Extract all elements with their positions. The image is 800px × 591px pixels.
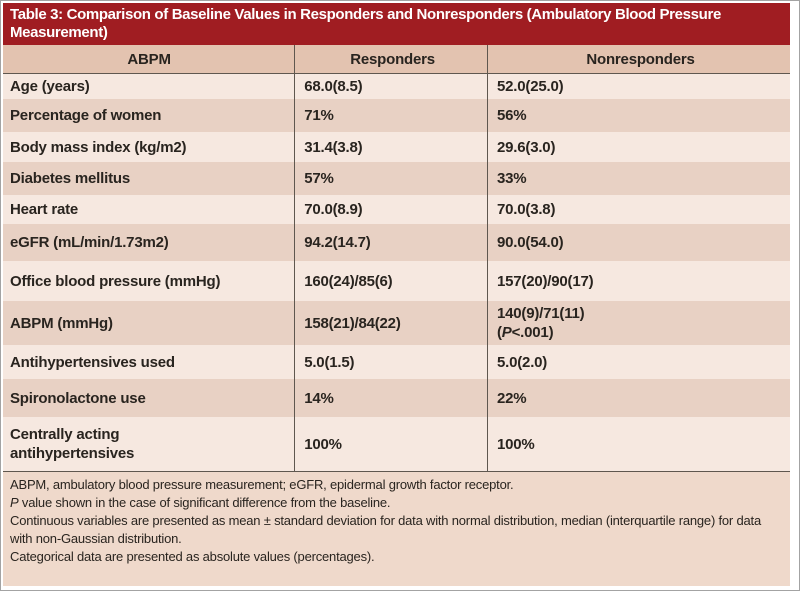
- row-value-responders: 100%: [294, 417, 487, 471]
- row-value-responders: 57%: [294, 162, 487, 195]
- row-label: Office blood pressure (mmHg): [10, 272, 221, 290]
- table-card: Table 3: Comparison of Baseline Values i…: [3, 3, 790, 586]
- footnote-pvalue: P value shown in the case of significant…: [10, 495, 391, 510]
- row-value-responders: 14%: [294, 379, 487, 417]
- row-value-nonresponders: 5.0(2.0): [487, 345, 790, 379]
- table-footnotes: ABPM, ambulatory blood pressure measurem…: [3, 471, 790, 586]
- row-value-nonresponders: 140(9)/71(11) (P<.001): [487, 301, 790, 345]
- table-row-office-bp: Office blood pressure (mmHg) 160(24)/85(…: [3, 261, 790, 301]
- table-header-row: ABPM Responders Nonresponders: [3, 45, 790, 74]
- row-value-responders: 71%: [294, 99, 487, 132]
- column-header-responders: Responders: [294, 45, 487, 73]
- table-row-age: Age (years) 68.0(8.5) 52.0(25.0): [3, 74, 790, 99]
- column-header-abpm: ABPM: [127, 50, 171, 68]
- table-row-spironolactone: Spironolactone use 14% 22%: [3, 379, 790, 417]
- table-row-antihypertensives-used: Antihypertensives used 5.0(1.5) 5.0(2.0): [3, 345, 790, 379]
- row-label: Diabetes mellitus: [10, 170, 130, 187]
- footnote-categorical-data: Categorical data are presented as absolu…: [10, 549, 375, 564]
- row-value-responders: 70.0(8.9): [294, 195, 487, 224]
- row-value-responders: 31.4(3.8): [294, 132, 487, 162]
- row-value-responders: 158(21)/84(22): [294, 301, 487, 345]
- table-row-bmi: Body mass index (kg/m2) 31.4(3.8) 29.6(3…: [3, 132, 790, 162]
- row-value-responders: 94.2(14.7): [294, 224, 487, 261]
- row-value-nonresponders: 157(20)/90(17): [487, 261, 790, 301]
- row-value-responders: 160(24)/85(6): [294, 261, 487, 301]
- row-label: ABPM (mmHg): [10, 314, 113, 332]
- table-title: Table 3: Comparison of Baseline Values i…: [10, 6, 721, 41]
- row-label: Age (years): [10, 78, 90, 95]
- table-row-egfr: eGFR (mL/min/1.73m2) 94.2(14.7) 90.0(54.…: [3, 224, 790, 261]
- row-value-nonresponders: 29.6(3.0): [487, 132, 790, 162]
- table-title-bar: Table 3: Comparison of Baseline Values i…: [3, 3, 790, 45]
- row-value-nonresponders: 33%: [487, 162, 790, 195]
- row-value-nonresponders: 22%: [487, 379, 790, 417]
- table-row-abpm: ABPM (mmHg) 158(21)/84(22) 140(9)/71(11)…: [3, 301, 790, 345]
- table-row-diabetes: Diabetes mellitus 57% 33%: [3, 162, 790, 195]
- row-value-responders: 68.0(8.5): [294, 74, 487, 99]
- abpm-nonresponder-value: 140(9)/71(11) (P<.001): [497, 305, 585, 341]
- row-value-nonresponders: 52.0(25.0): [487, 74, 790, 99]
- row-label: Spironolactone use: [10, 389, 146, 407]
- row-label: Body mass index (kg/m2): [10, 138, 187, 156]
- table-row-heart-rate: Heart rate 70.0(8.9) 70.0(3.8): [3, 195, 790, 224]
- row-label: eGFR (mL/min/1.73m2): [10, 234, 169, 251]
- row-value-nonresponders: 90.0(54.0): [487, 224, 790, 261]
- footnote-continuous-variables: Continuous variables are presented as me…: [10, 513, 761, 546]
- table-row-percentage-women: Percentage of women 71% 56%: [3, 99, 790, 132]
- row-value-nonresponders: 70.0(3.8): [487, 195, 790, 224]
- row-value-responders: 5.0(1.5): [294, 345, 487, 379]
- row-value-nonresponders: 56%: [487, 99, 790, 132]
- footnote-abbreviations: ABPM, ambulatory blood pressure measurem…: [10, 477, 514, 492]
- row-label: Centrally acting antihypertensives: [10, 426, 135, 462]
- p-value-note: (P<.001): [497, 324, 554, 341]
- row-value-nonresponders: 100%: [487, 417, 790, 471]
- row-label: Heart rate: [10, 201, 79, 218]
- column-header-nonresponders: Nonresponders: [487, 45, 790, 73]
- table-row-centrally-acting: Centrally acting antihypertensives 100% …: [3, 417, 790, 471]
- row-label: Antihypertensives used: [10, 353, 175, 371]
- row-label: Percentage of women: [10, 107, 162, 124]
